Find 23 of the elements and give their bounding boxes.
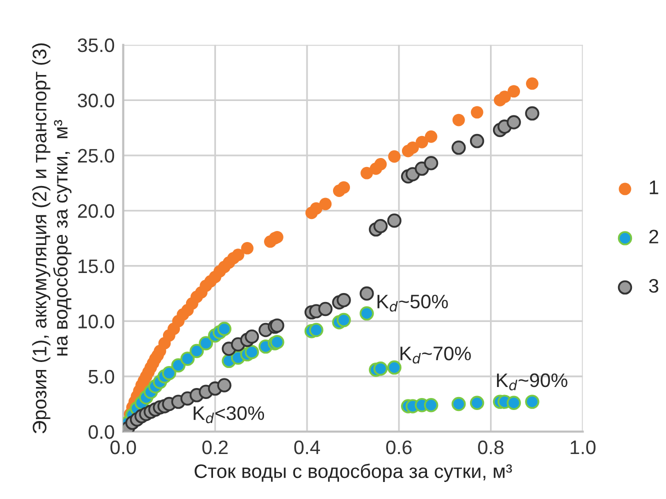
annotation: K$_{d}$~70% <box>400 346 471 364</box>
y-tick-label: 5.0 <box>88 370 114 384</box>
y-tick-label: 35.0 <box>78 38 114 52</box>
y-axis-title: Эрозия (1), аккумуляция (2) и транспорт (3) на водосборе за сутки, м³ <box>32 43 72 434</box>
legend-label: 2 <box>649 230 658 244</box>
annotation: K$_{d}$<30% <box>194 406 264 424</box>
annotation: K$_{d}$~90% <box>497 373 568 390</box>
x-axis-title: Сток воды с водосбора за сутки, м³ <box>194 464 512 482</box>
y-tick-label: 0.0 <box>88 425 114 439</box>
legend-label: 3 <box>649 278 658 293</box>
x-tick-label: 0.2 <box>202 440 228 454</box>
y-tick-label: 20.0 <box>78 204 114 218</box>
x-tick-label: 0.4 <box>294 440 320 454</box>
legend-label: 1 <box>650 180 658 194</box>
y-tick-label: 30.0 <box>78 94 114 108</box>
y-tick-label: 25.0 <box>78 148 114 163</box>
x-tick-label: 0.0 <box>110 440 136 454</box>
x-tick-label: 0.6 <box>386 440 412 454</box>
x-tick-label: 0.8 <box>478 440 504 454</box>
y-tick-label: 15.0 <box>78 259 114 274</box>
annotation: K$_{d}$~50% <box>378 294 448 312</box>
y-tick-label: 10.0 <box>78 314 114 328</box>
x-tick-label: 1.0 <box>570 440 596 454</box>
